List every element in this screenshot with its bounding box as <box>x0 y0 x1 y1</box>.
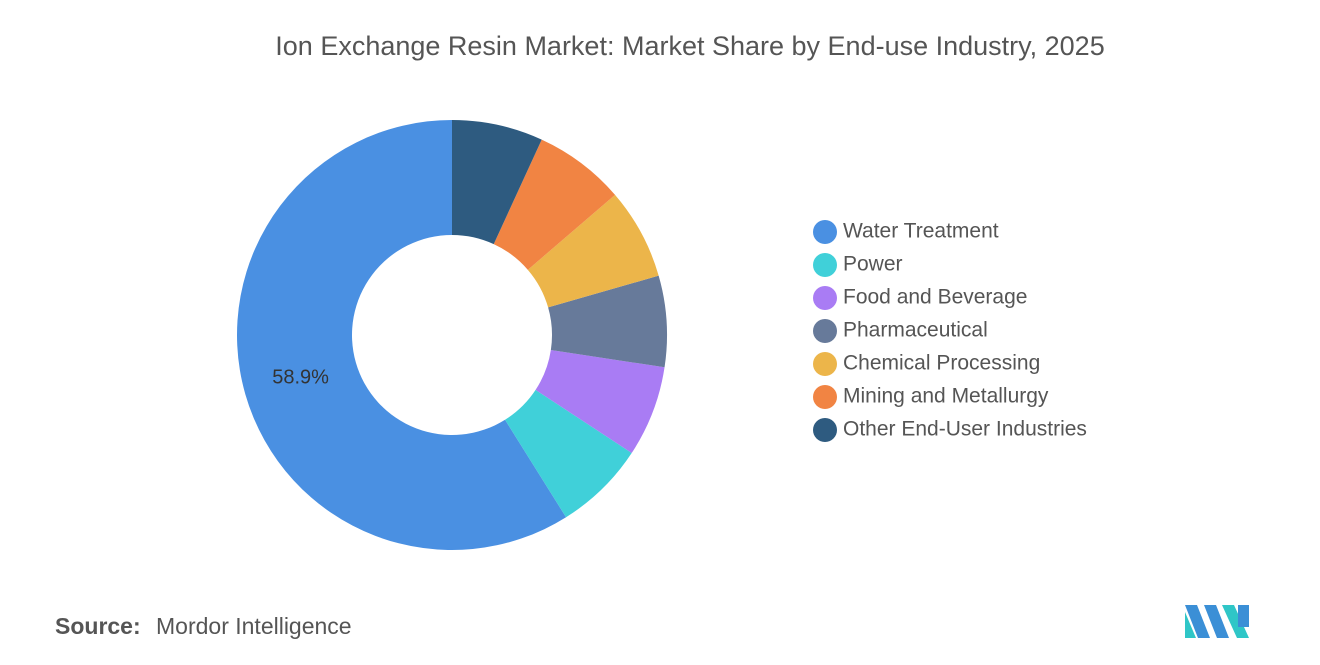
slice <box>548 275 667 368</box>
legend-label: Chemical Processing <box>843 352 1040 375</box>
slice <box>493 139 616 270</box>
source: Mordor Intelligence <box>156 613 352 639</box>
legend-swatch <box>813 220 837 244</box>
legend-swatch <box>813 286 837 310</box>
legend-swatch <box>813 385 837 409</box>
slice <box>505 389 632 518</box>
legend-swatch <box>813 418 837 442</box>
legend-label: Power <box>843 253 903 276</box>
legend-label: Pharmaceutical <box>843 319 988 342</box>
legend-label: Mining and Metallurgy <box>843 385 1049 408</box>
slice <box>452 120 542 245</box>
source-label: Source: <box>55 613 141 639</box>
legend-label: Water Treatment <box>843 220 999 243</box>
legend-label: Food and Beverage <box>843 286 1027 309</box>
slice <box>535 350 665 454</box>
chart-title: Ion Exchange Resin Market: Market Share … <box>275 31 1104 61</box>
data-label: 58.9% <box>272 367 329 389</box>
logo <box>1185 605 1249 638</box>
legend-swatch <box>813 319 837 343</box>
legend-swatch <box>813 253 837 277</box>
legend-label: Other End-User Industries <box>843 418 1087 441</box>
legend-swatch <box>813 352 837 376</box>
slice <box>527 194 659 308</box>
slice <box>236 120 567 550</box>
